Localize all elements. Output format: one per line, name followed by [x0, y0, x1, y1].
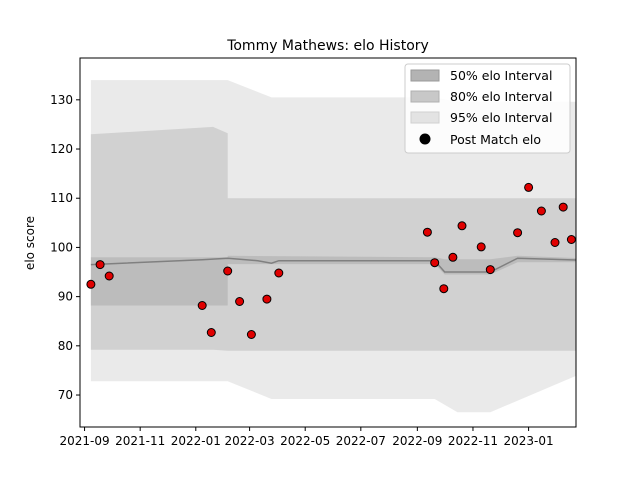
y-tick-label-4: 110	[50, 191, 73, 205]
post-match-point-5	[223, 266, 233, 276]
post-match-point-3	[197, 301, 207, 310]
post-match-point-10	[422, 227, 432, 237]
post-match-point-20	[550, 238, 560, 247]
y-tick-label-6: 130	[50, 93, 73, 107]
x-tick-label-0: 2021-09	[59, 434, 109, 448]
x-tick-label-7: 2022-11	[448, 434, 498, 448]
y-tick-label-5: 120	[50, 142, 73, 156]
post-match-point-16	[485, 265, 495, 275]
post-match-point-2	[104, 271, 114, 281]
post-match-point-15	[476, 242, 486, 252]
post-match-point-4	[206, 328, 216, 337]
y-tick-label-2: 90	[58, 290, 73, 304]
x-tick-label-4: 2022-05	[280, 434, 330, 448]
post-match-point-11	[430, 258, 440, 268]
x-tick-label-6: 2022-09	[392, 434, 442, 448]
post-match-point-21	[558, 202, 568, 212]
legend-marker-post-match	[419, 133, 431, 145]
post-match-point-7	[246, 330, 256, 339]
legend-label-80: 80% elo Interval	[450, 89, 552, 104]
x-tick-label-1: 2021-11	[115, 434, 165, 448]
post-match-point-17	[513, 228, 523, 238]
y-axis-label: elo score	[23, 216, 37, 270]
post-match-point-13	[448, 252, 458, 262]
x-tick-label-3: 2022-03	[225, 434, 275, 448]
x-tick-label-8: 2023-01	[504, 434, 554, 448]
x-axis: 2021-09 2021-11 2022-01 2022-03 2022-05 2022-…	[59, 427, 554, 448]
interval-50-band	[90, 255, 576, 306]
legend-swatch-80	[410, 90, 440, 103]
legend-label-post-match: Post Match elo	[450, 132, 541, 147]
post-match-point-12	[439, 284, 449, 294]
post-match-point-18	[524, 182, 534, 192]
post-match-point-6	[235, 297, 245, 306]
chart-title: Tommy Mathews: elo History	[226, 38, 429, 54]
legend-swatch-50	[410, 69, 440, 82]
legend-label-50: 50% elo Interval	[450, 68, 552, 83]
post-match-point-19	[536, 206, 546, 216]
post-match-point-22	[566, 235, 576, 244]
post-match-point-9	[274, 268, 284, 278]
legend: 50% elo Interval 80% elo Interval 95% el…	[404, 63, 571, 154]
post-match-point-1	[95, 260, 105, 270]
y-tick-label-3: 100	[50, 240, 73, 254]
post-match-point-8	[262, 294, 272, 304]
post-match-point-0	[86, 279, 96, 289]
plot-area	[86, 80, 576, 413]
x-tick-label-5: 2022-07	[336, 434, 386, 448]
x-tick-label-2: 2022-01	[171, 434, 221, 448]
plot-frame	[79, 57, 577, 428]
elo-mean-line	[90, 257, 576, 273]
y-axis: 70 80 90 100 110 120 130	[50, 93, 80, 402]
legend-swatch-95	[410, 111, 440, 124]
legend-label-95: 95% elo Interval	[450, 110, 552, 125]
y-tick-label-1: 80	[58, 339, 73, 353]
plot-content	[86, 80, 576, 413]
post-match-point-14	[457, 221, 467, 231]
legend-box	[404, 63, 571, 154]
y-tick-label-0: 70	[58, 388, 73, 402]
